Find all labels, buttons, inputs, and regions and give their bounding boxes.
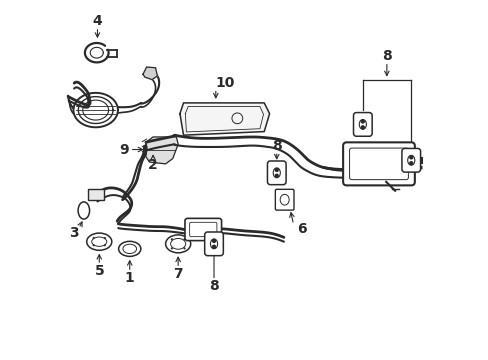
Circle shape	[361, 120, 364, 123]
Circle shape	[275, 174, 278, 177]
Text: 1: 1	[124, 271, 134, 285]
Text: 4: 4	[92, 14, 102, 28]
Text: 10: 10	[215, 76, 234, 90]
Circle shape	[275, 168, 278, 171]
Circle shape	[103, 244, 106, 246]
Circle shape	[409, 156, 412, 159]
Text: 8: 8	[209, 279, 219, 293]
Circle shape	[92, 237, 95, 239]
Ellipse shape	[119, 241, 141, 256]
Circle shape	[92, 244, 95, 246]
Ellipse shape	[165, 235, 190, 253]
Ellipse shape	[86, 233, 112, 250]
Circle shape	[409, 162, 412, 165]
Circle shape	[183, 238, 185, 240]
Text: 7: 7	[173, 267, 183, 281]
Text: 9: 9	[119, 143, 129, 157]
Polygon shape	[142, 67, 157, 80]
FancyBboxPatch shape	[343, 142, 414, 185]
Polygon shape	[180, 103, 269, 135]
Polygon shape	[145, 137, 178, 164]
Text: 2: 2	[148, 158, 158, 172]
Ellipse shape	[78, 202, 89, 219]
Text: 8: 8	[271, 139, 281, 153]
FancyBboxPatch shape	[275, 189, 293, 210]
FancyBboxPatch shape	[401, 148, 420, 172]
Text: 8: 8	[381, 49, 391, 63]
Circle shape	[361, 126, 364, 129]
FancyBboxPatch shape	[184, 219, 221, 240]
FancyBboxPatch shape	[204, 232, 223, 256]
Circle shape	[103, 237, 106, 239]
Circle shape	[183, 247, 185, 249]
Circle shape	[212, 245, 215, 248]
Text: 6: 6	[296, 222, 306, 236]
FancyBboxPatch shape	[267, 161, 285, 185]
Circle shape	[170, 238, 173, 240]
FancyBboxPatch shape	[353, 113, 371, 136]
Circle shape	[212, 239, 215, 242]
Bar	[87, 189, 103, 200]
Text: 5: 5	[94, 264, 104, 278]
Text: 3: 3	[69, 226, 79, 240]
Circle shape	[170, 247, 173, 249]
